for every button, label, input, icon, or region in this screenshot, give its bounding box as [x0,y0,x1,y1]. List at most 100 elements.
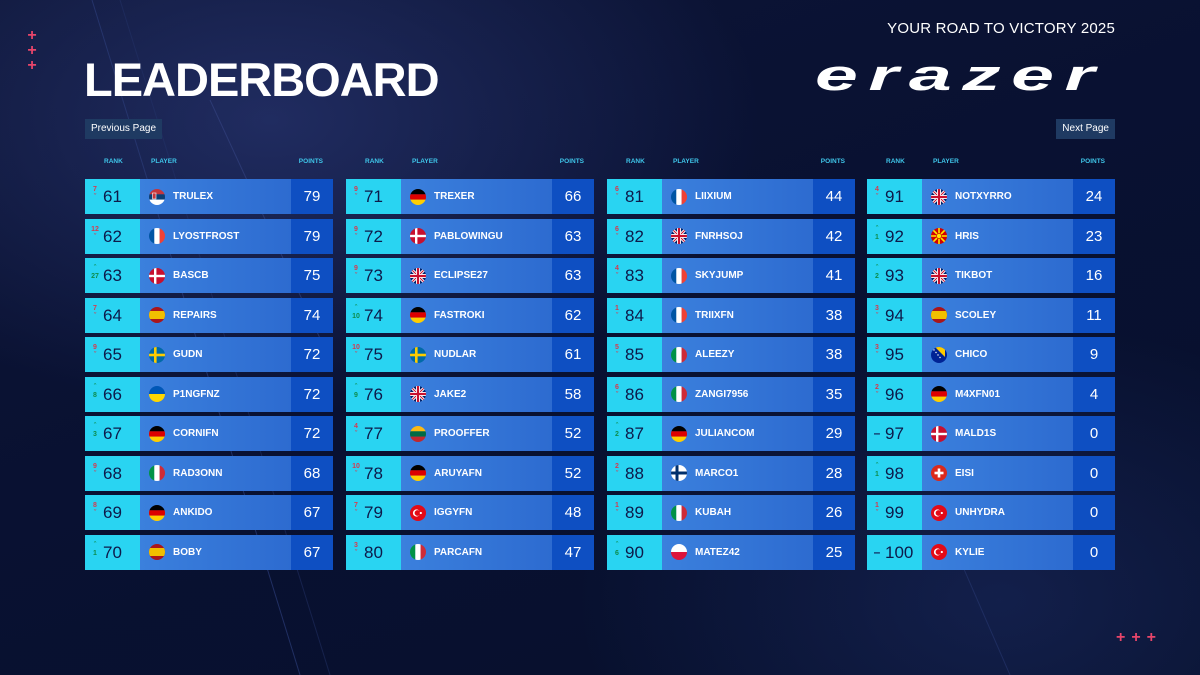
rank-number: 67 [103,424,122,443]
player-name: KUBAH [695,507,732,518]
rank-number: 90 [625,542,644,562]
player-name: EISI [955,467,974,479]
points-cell: 67 [291,534,333,570]
rank-change-value: 1 [875,470,879,478]
rank-change-value: 2 [615,431,619,438]
rank-change-down: 12 ˇ [90,226,100,242]
player-column-header: PLAYER [673,158,699,165]
rank-cell: ˆ 3 67 [85,416,140,451]
no-change-icon: – [873,544,881,559]
player-cell: M4XFN01 [922,376,1073,412]
player-name: CORNIFN [173,428,219,439]
rank-number: 88 [625,463,644,483]
points-cell: 35 [813,376,855,412]
table-rows: 6 ˇ 81 LIIXIUM 44 6 ˇ 82 FNRHSOJ 42 4 ˇ 83 SKYJUMP 41 1… [607,179,855,570]
chevron-up-icon: ˆ [93,383,97,391]
rank-cell: 3 ˇ 80 [346,534,401,570]
germany-flag-icon [149,504,165,521]
france-flag-icon [671,307,687,323]
erazer-logo: erazer [815,58,1099,98]
denmark-flag-icon [149,267,165,284]
leaderboard-table-2: RANK PLAYER POINTS 9 ˇ 71 TREXER 66 9 ˇ 72 PABLOWIN… [346,158,594,574]
rank-cell: ˆ 27 63 [85,258,140,293]
next-page-button[interactable]: Next Page [1056,119,1115,139]
points-cell: 75 [291,258,333,293]
rank-number: 68 [103,463,122,483]
points-cell: 0 [1073,416,1115,451]
rank-cell: 4 ˇ 77 [346,416,401,451]
points-cell: 61 [552,337,594,372]
chevron-up-icon: ˆ [354,304,358,312]
player-cell: MALD1S [922,416,1073,451]
sweden-flag-icon [410,346,426,363]
table-row: ˆ 27 63 BASCB 75 [85,258,333,293]
rank-cell: 2 ˇ 88 [607,455,662,491]
chevron-down-icon: ˇ [875,391,879,399]
chevron-down-icon: ˇ [875,510,879,517]
rank-cell: ˆ 1 70 [85,534,140,570]
table-row: 4 ˇ 83 SKYJUMP 41 [607,258,855,293]
rank-cell: 5 ˇ 85 [607,337,662,372]
rank-number: 75 [364,345,383,364]
points-cell: 42 [813,218,855,254]
player-cell: BASCB [140,258,291,293]
rank-change-value: 10 [352,344,360,351]
points-cell: 25 [813,534,855,570]
serbia-flag-icon [149,188,165,205]
points-cell: 4 [1073,376,1115,412]
points-column-header: POINTS [559,158,584,165]
rank-cell: ˆ 2 93 [867,258,922,293]
player-cell: MATEZ42 [662,534,813,570]
player-name: FASTROKI [434,309,485,321]
rank-number: 63 [103,266,122,285]
table-row: 10 ˇ 75 NUDLAR 61 [346,337,594,372]
table-row: 4 ˇ 91 NOTXYRRO 24 [867,179,1115,214]
previous-page-button[interactable]: Previous Page [85,119,163,139]
chevron-down-icon: ˇ [93,194,97,201]
turkey-flag-icon [931,504,947,521]
rank-cell: 9 ˇ 73 [346,258,401,293]
rank-cell: ˆ 2 87 [607,416,662,451]
table-row: 1 ˇ 84 TRIIXFN 38 [607,297,855,333]
player-name: NOTXYRRO [955,191,1012,202]
player-name: ZANGI7956 [695,388,749,400]
points-cell: 26 [813,495,855,530]
rank-cell: –100 [867,534,922,570]
rank-cell: 10 ˇ 75 [346,337,401,372]
rank-change-value: 9 [354,391,358,399]
chevron-down-icon: ˇ [615,391,619,399]
points-cell: 29 [813,416,855,451]
rank-number: 72 [364,226,383,246]
rank-number: 86 [625,384,644,404]
table-row: 9 ˇ 68 RAD3ONN 68 [85,455,333,491]
points-cell: 23 [1073,218,1115,254]
player-cell: JAKE2 [401,376,552,412]
points-cell: 52 [552,416,594,451]
points-cell: 72 [291,337,333,372]
rank-cell: 6 ˇ 81 [607,179,662,214]
chevron-down-icon: ˇ [615,510,619,517]
table-row: ˆ 10 74 FASTROKI 62 [346,297,594,333]
rank-number: 61 [103,187,122,206]
rank-number: 92 [885,226,904,246]
rank-change-value: 1 [875,502,879,509]
table-row: ˆ 1 92 HRIS 23 [867,218,1115,254]
rank-change-value: 1 [615,304,619,312]
player-name: SCOLEY [955,309,997,321]
points-cell: 74 [291,297,333,333]
rank-change-up: ˆ 27 [90,265,100,281]
player-cell: KYLIE [922,534,1073,570]
player-name: PARCAFN [434,546,483,558]
switzerland-flag-icon [931,465,947,481]
player-cell: ARUYAFN [401,455,552,491]
ukraine-flag-icon [149,386,165,402]
